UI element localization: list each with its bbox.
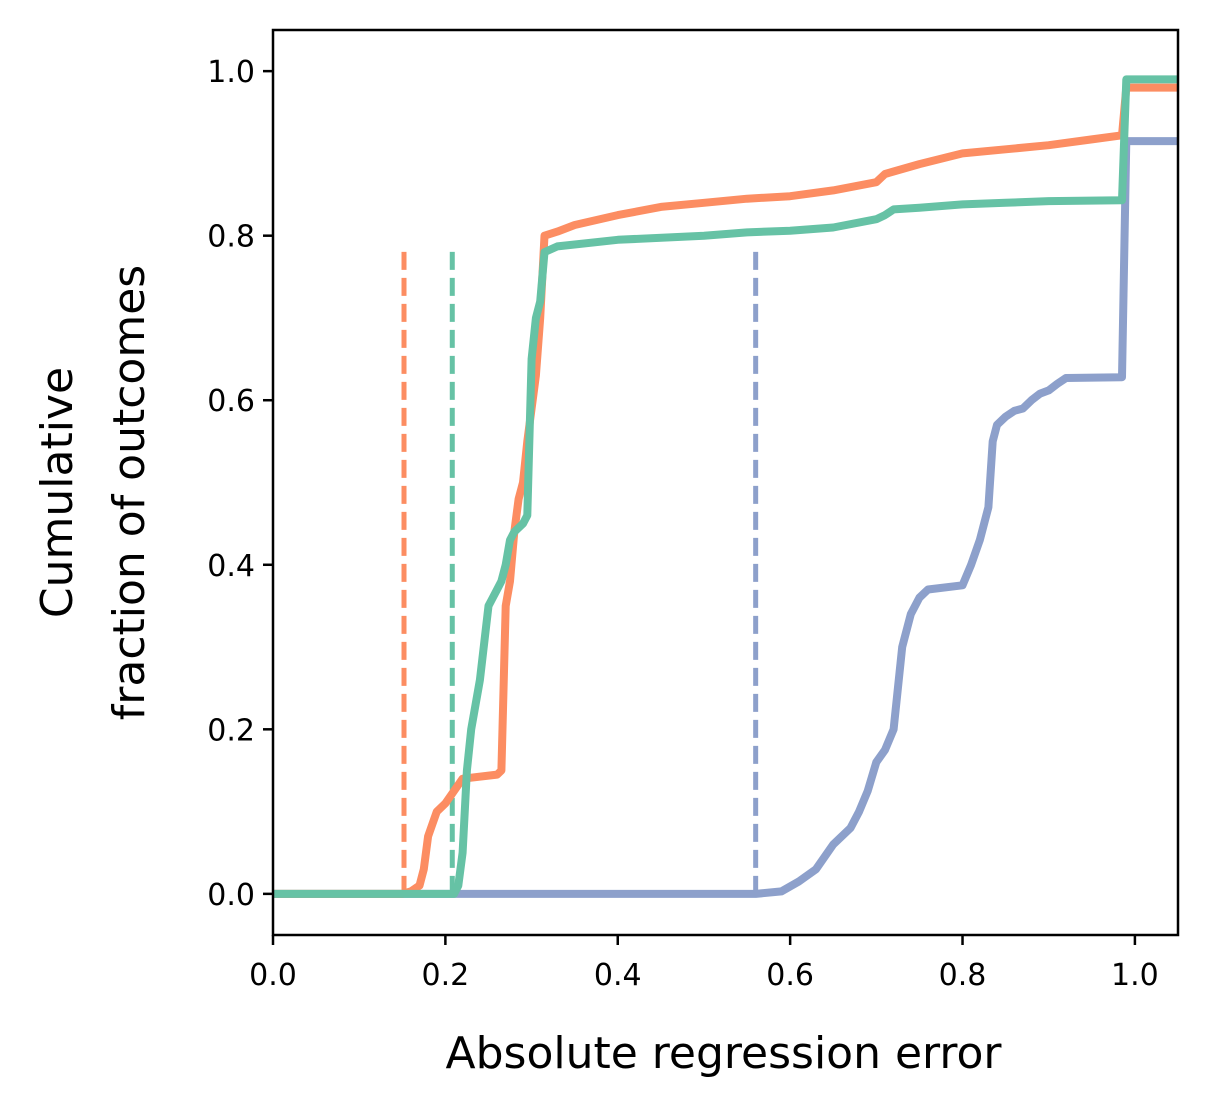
x-tick-label: 0.4	[594, 958, 642, 993]
x-axis-label: Absolute regression error	[446, 1028, 1003, 1079]
y-tick-label: 0.6	[207, 384, 255, 419]
plot-series	[273, 75, 1178, 898]
y-tick-label: 0.0	[207, 878, 255, 913]
axes-frame	[271, 28, 1180, 937]
y-axis-label-line-1: Cumulative	[32, 367, 83, 618]
y-tick-label: 0.2	[207, 713, 255, 748]
series-line-3	[273, 137, 1178, 898]
y-tick-label: 0.8	[207, 220, 255, 255]
x-tick-label: 0.8	[939, 958, 987, 993]
y-axis-label-line-2: fraction of outcomes	[104, 265, 155, 720]
x-tick-label: 1.0	[1111, 958, 1159, 993]
plot-area	[273, 75, 1178, 898]
y-axis: 0.0 0.2 0.4 0.6 0.8 1.0	[207, 55, 273, 913]
y-tick-label: 0.4	[207, 549, 255, 584]
x-tick-label: 0.0	[249, 958, 297, 993]
series-line-2	[273, 75, 1178, 898]
series-line-1	[273, 83, 1178, 898]
y-tick-label: 1.0	[207, 55, 255, 90]
x-tick-label: 0.6	[766, 958, 814, 993]
x-axis: 0.0 0.2 0.4 0.6 0.8 1.0	[249, 935, 1159, 993]
x-tick-label: 0.2	[422, 958, 470, 993]
